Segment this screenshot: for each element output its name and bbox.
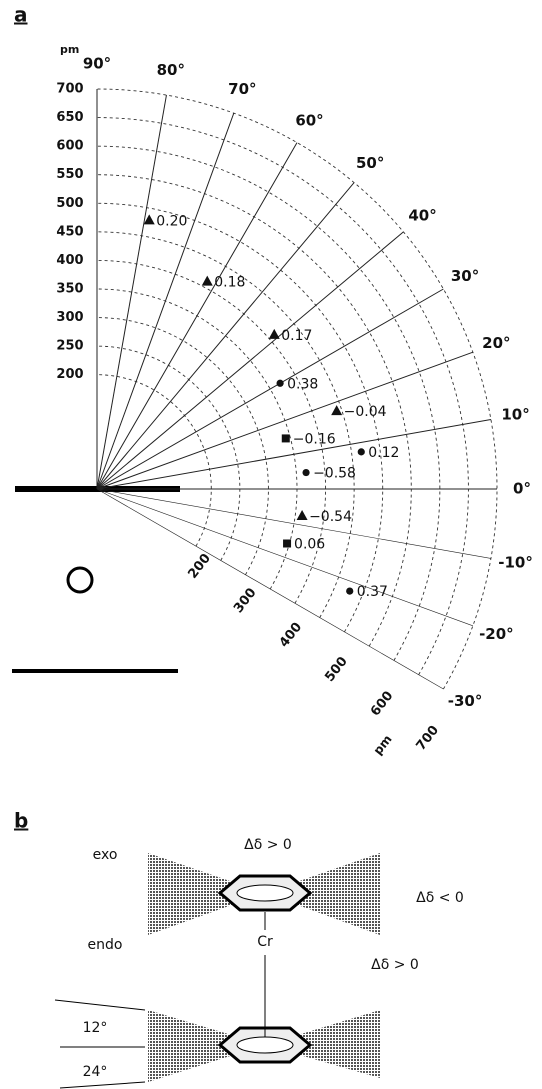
ring-inner xyxy=(236,1036,294,1054)
point-label: −0.16 xyxy=(293,431,336,447)
r-tick-label: 300 xyxy=(231,585,260,616)
radial-line xyxy=(96,231,404,490)
label: 24° xyxy=(83,1064,108,1080)
label: Cr xyxy=(257,934,273,950)
marker xyxy=(283,539,292,548)
ring-symbol xyxy=(66,566,94,594)
marker xyxy=(346,587,354,595)
r-tick-label: 200 xyxy=(185,551,214,582)
r-tick-label: 600 xyxy=(368,689,397,720)
theta-tick-label: 60° xyxy=(295,111,323,129)
point-label: −0.58 xyxy=(313,466,356,482)
point-label: 0.20 xyxy=(156,213,187,229)
cone xyxy=(265,853,380,935)
marker xyxy=(302,468,310,477)
point-label: 0.12 xyxy=(368,445,399,461)
marker xyxy=(201,275,213,286)
cone xyxy=(148,1010,265,1082)
radial-line xyxy=(96,142,298,490)
point-label: 0.06 xyxy=(294,536,325,552)
radial-line xyxy=(96,112,235,490)
point-label: −0.04 xyxy=(344,404,387,420)
theta-tick-label: 70° xyxy=(228,80,256,98)
grid-arc xyxy=(96,231,355,618)
grid-arc xyxy=(96,345,241,561)
grid-arc xyxy=(96,288,298,590)
r-tick-label: 450 xyxy=(56,224,83,239)
panel-label: a xyxy=(14,3,28,27)
theta-tick-label: -10° xyxy=(498,553,533,571)
grid-arc xyxy=(96,259,326,604)
cone xyxy=(148,853,265,935)
r-tick-label: 600 xyxy=(56,139,83,154)
label: exo xyxy=(93,847,118,863)
cone xyxy=(265,1010,380,1078)
grid-arc xyxy=(96,88,498,690)
marker xyxy=(276,379,284,387)
label: Δδ < 0 xyxy=(416,890,464,906)
grid-arc xyxy=(96,202,384,633)
theta-tick-label: 30° xyxy=(451,267,479,285)
marker xyxy=(143,214,155,225)
unit-label: pm xyxy=(371,732,395,757)
label: Δδ > 0 xyxy=(371,957,419,973)
theta-tick-label: 90° xyxy=(83,55,111,73)
theta-tick-label: 0° xyxy=(513,480,531,498)
r-tick-label: 550 xyxy=(56,167,83,182)
grid-arc xyxy=(96,117,469,675)
label: 12° xyxy=(83,1020,108,1036)
r-tick-label: 500 xyxy=(56,196,83,211)
grid-arc xyxy=(96,145,441,661)
radial-line xyxy=(96,488,444,690)
ring-inner xyxy=(236,884,294,902)
theta-tick-label: 20° xyxy=(482,334,510,352)
marker xyxy=(357,448,365,456)
point-label: −0.54 xyxy=(309,509,352,525)
r-tick-label: 400 xyxy=(56,253,83,268)
unit-label: pm xyxy=(60,43,79,56)
theta-tick-label: -20° xyxy=(479,625,514,643)
marker xyxy=(281,434,290,443)
theta-tick-label: -30° xyxy=(448,692,483,710)
panel-label: b xyxy=(14,809,28,833)
r-tick-label: 700 xyxy=(56,82,83,97)
point-label: 0.17 xyxy=(281,328,312,344)
label: endo xyxy=(88,937,123,953)
grid-arc xyxy=(96,317,269,575)
r-tick-label: 200 xyxy=(56,367,83,382)
r-tick-label: 400 xyxy=(277,620,306,651)
r-tick-label: 250 xyxy=(56,339,83,354)
radial-line xyxy=(96,351,474,490)
angle-line xyxy=(54,999,146,1011)
radial-line xyxy=(96,182,355,490)
theta-tick-label: 50° xyxy=(356,154,384,172)
label: Δδ > 0 xyxy=(244,837,292,853)
point-label: 0.38 xyxy=(287,376,318,392)
radial-line xyxy=(96,94,167,490)
grid-arc xyxy=(96,174,412,647)
diagram: exo endo Cr Δδ > 0 Δδ < 0 Δδ > 0 12° 24° xyxy=(54,837,464,1089)
r-tick-label: 700 xyxy=(414,723,443,754)
r-tick-label: 350 xyxy=(56,282,83,297)
radial-line xyxy=(96,288,444,490)
radial-line xyxy=(96,488,491,559)
theta-tick-label: 80° xyxy=(157,61,185,79)
r-tick-label: 500 xyxy=(322,654,351,685)
marker xyxy=(331,405,343,416)
grid-arc xyxy=(96,374,212,547)
point-label: 0.37 xyxy=(357,584,388,600)
radial-line xyxy=(96,488,473,627)
theta-tick-label: 40° xyxy=(408,206,436,224)
angle-line xyxy=(59,1081,146,1089)
marker xyxy=(268,328,280,339)
r-tick-label: 300 xyxy=(56,310,83,325)
r-tick-label: 650 xyxy=(56,110,83,125)
point-label: 0.18 xyxy=(214,275,245,291)
theta-tick-label: 10° xyxy=(501,406,529,424)
radial-line xyxy=(96,419,492,490)
marker xyxy=(296,510,308,521)
polar-plot: 200 250 300 350 400 450 500 550 600 650 700 200 300 4… xyxy=(56,55,532,758)
